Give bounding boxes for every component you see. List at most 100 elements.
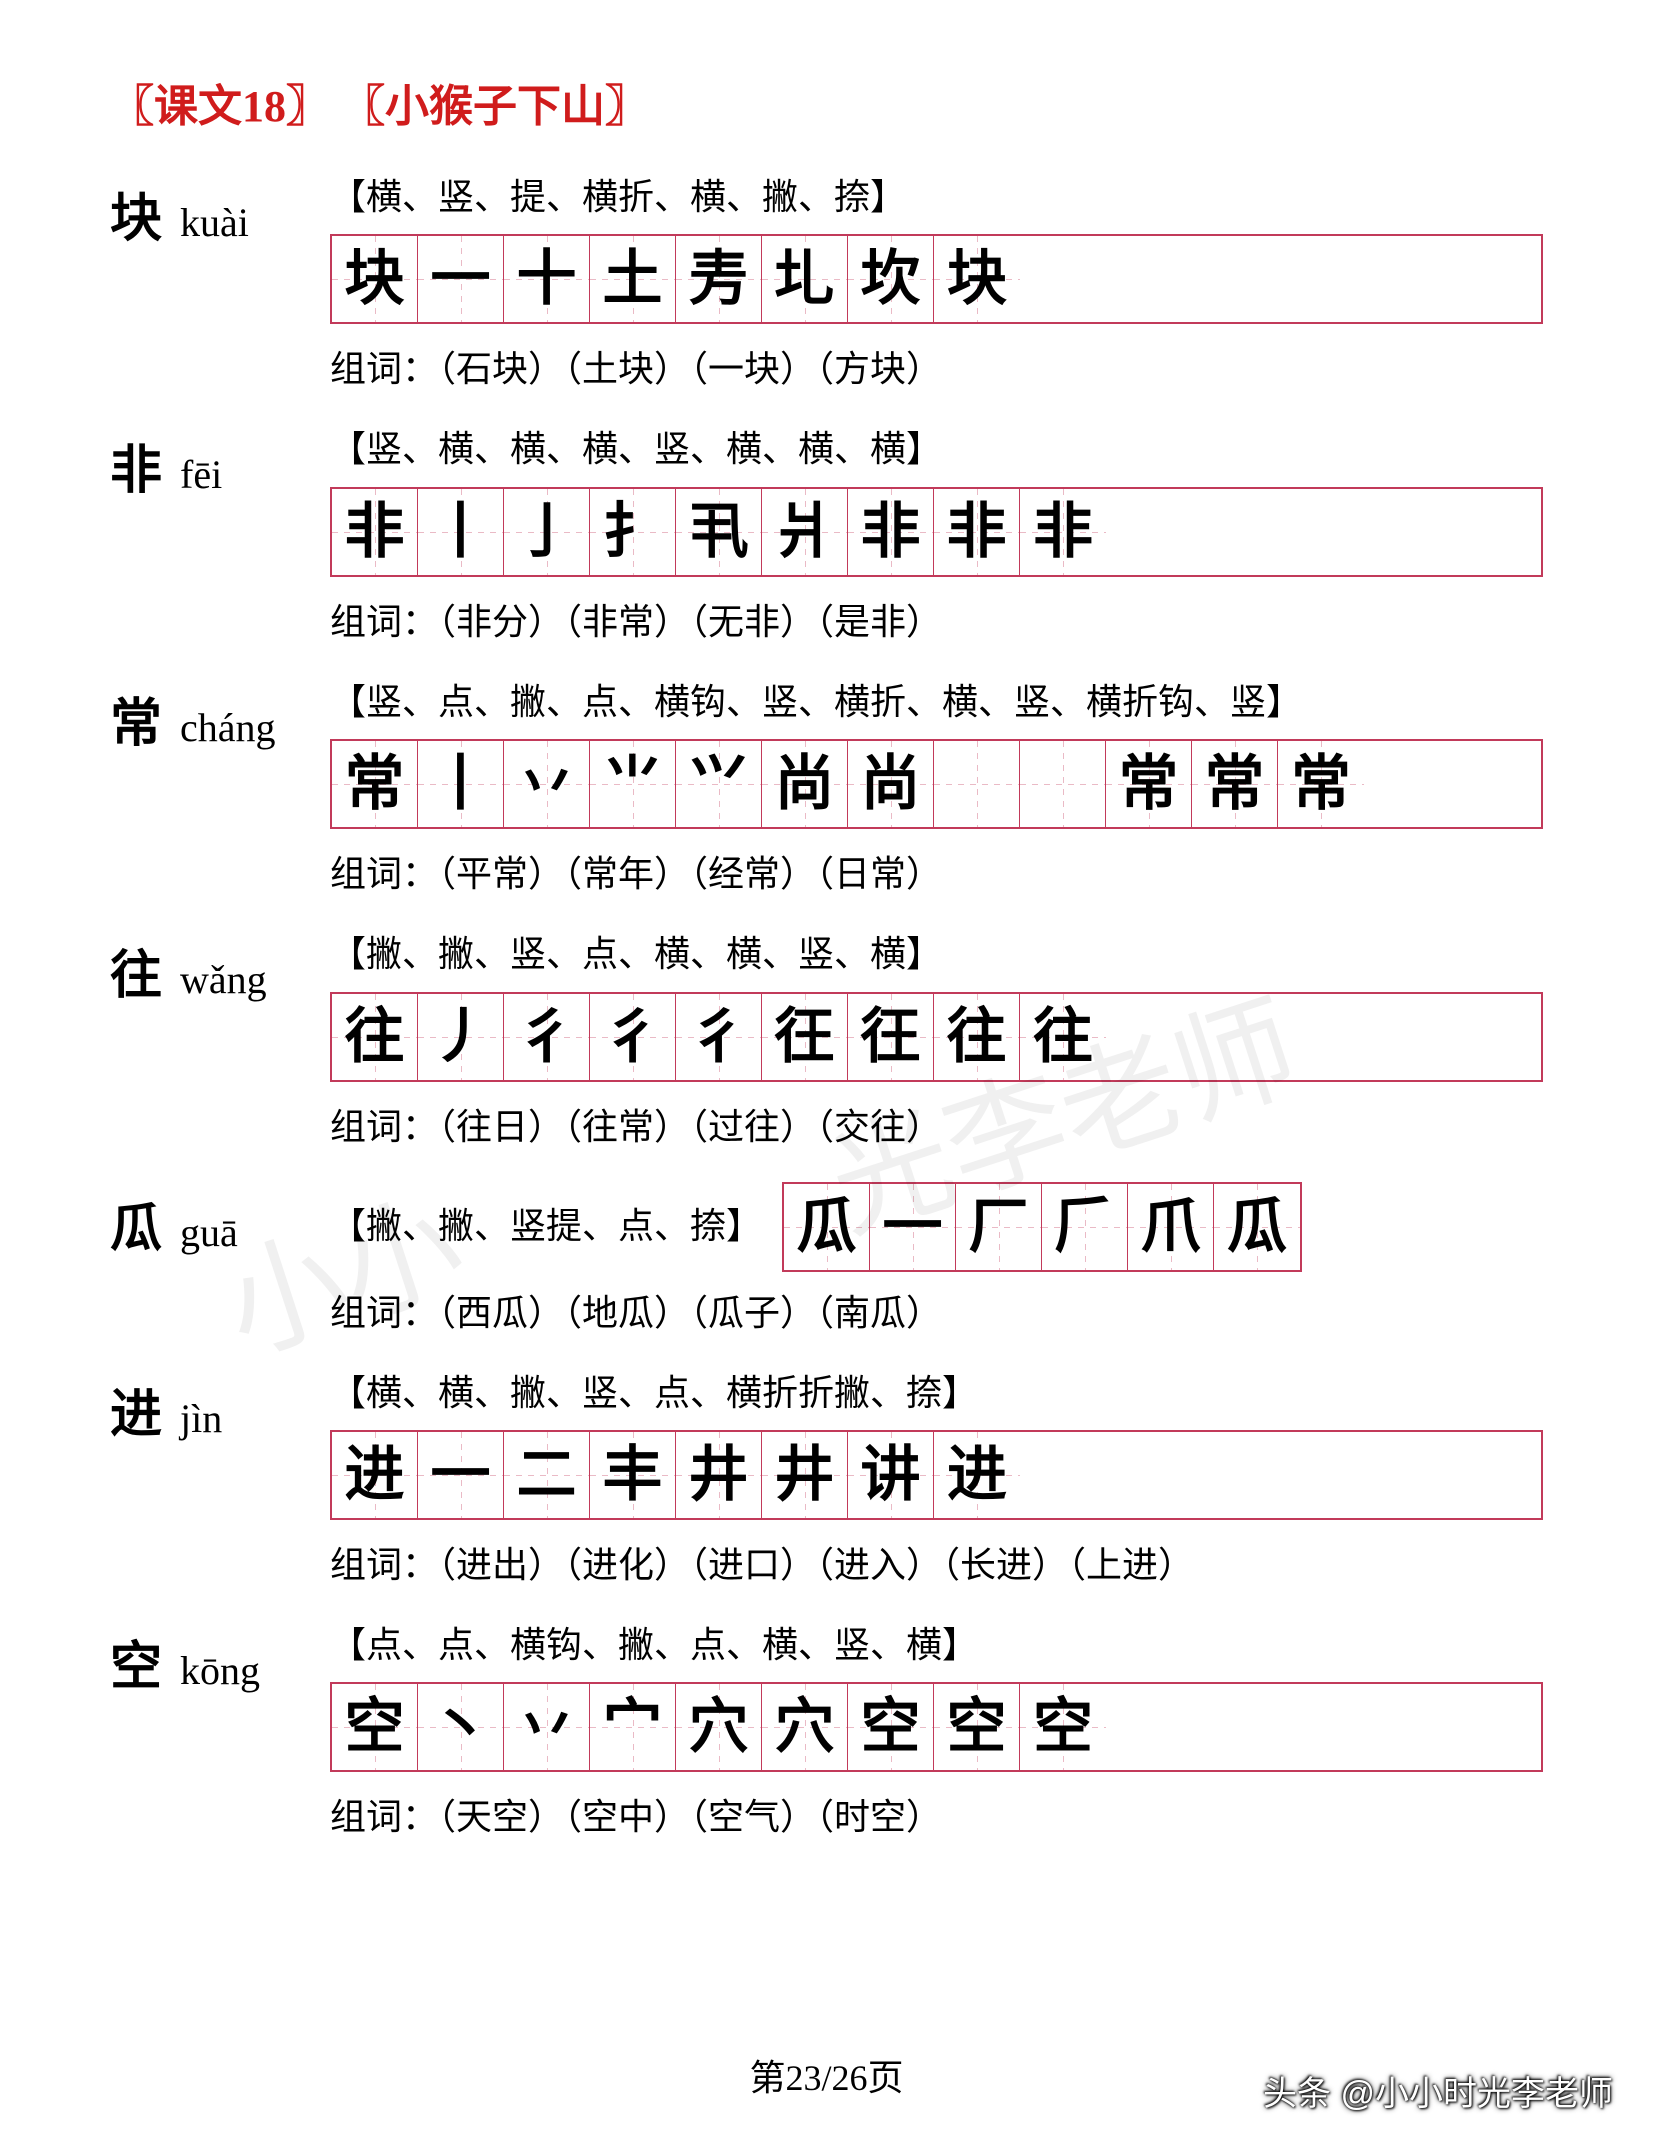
- grid-cell: 彳: [504, 994, 590, 1080]
- zuci-label: 组词：: [330, 854, 438, 894]
- grid-cell: 穴: [762, 1684, 848, 1770]
- grid-cell: 非: [934, 489, 1020, 575]
- stroke-glyph: 井: [775, 1445, 835, 1505]
- pinyin: fēi: [180, 451, 222, 498]
- grid-cell: 彺: [848, 994, 934, 1080]
- stroke-glyph: 空: [861, 1697, 921, 1757]
- grid-cell: 往: [332, 994, 418, 1080]
- detail-column: 【撇、撇、竖、点、横、横、竖、横】往丿彳彳彳彺彺往往组词：（往日）（往常）（过往…: [330, 929, 1543, 1153]
- stroke-glyph: 丮: [689, 502, 749, 562]
- grid-cell: 十: [504, 236, 590, 322]
- lesson-number: 〖课文18〗: [110, 82, 330, 131]
- strokes-row: 【撇、撇、竖提、点、捺】瓜一厂𠂆爪瓜: [330, 1182, 1543, 1272]
- grid-cell: 一: [870, 1184, 956, 1270]
- stroke-glyph: 往: [345, 1007, 405, 1067]
- stroke-glyph: 瓜: [797, 1197, 857, 1257]
- grid-cell: 非: [1020, 489, 1106, 575]
- stroke-glyph: 扌: [603, 502, 663, 562]
- stroke-names: 【撇、撇、竖、点、横、横、竖、横】: [330, 929, 1543, 979]
- hanzi: 常: [110, 681, 162, 756]
- entries-container: 块kuài【横、竖、提、横折、横、撇、捺】块一十土𫠤圠坎块组词：（石块）（土块）…: [110, 172, 1543, 1844]
- stroke-glyph: 穴: [775, 1697, 835, 1757]
- stroke-glyph: 非: [1033, 502, 1093, 562]
- zuci-label: 组词：: [330, 1545, 438, 1585]
- zuci-text: （进出）（进化）（进口）（进入）（长进）（上进）: [438, 1545, 1194, 1585]
- grid-cell: 空: [1020, 1684, 1106, 1770]
- grid-cell: 常: [1192, 741, 1278, 827]
- pinyin: wǎng: [180, 956, 267, 1003]
- word-combinations: 组词：（往日）（往常）（过往）（交往）: [330, 1100, 1543, 1154]
- grid-cell: 块: [332, 236, 418, 322]
- pinyin: cháng: [180, 704, 276, 751]
- word-combinations: 组词：（天空）（空中）（空气）（时空）: [330, 1790, 1543, 1844]
- pinyin: guā: [180, 1209, 238, 1256]
- stroke-glyph: 坎: [861, 249, 921, 309]
- stroke-glyph: 一: [883, 1197, 943, 1257]
- character-header: 往wǎng: [110, 929, 330, 1008]
- grid-cell: 往: [1020, 994, 1106, 1080]
- stroke-glyph: 丰: [603, 1445, 663, 1505]
- grid-cell: 进: [332, 1432, 418, 1518]
- hanzi: 空: [110, 1624, 162, 1699]
- stroke-grid: 瓜一厂𠂆爪瓜: [782, 1182, 1302, 1272]
- grid-cell: 坎: [848, 236, 934, 322]
- stroke-glyph: 丿: [431, 1007, 491, 1067]
- grid-cell: 井: [676, 1432, 762, 1518]
- stroke-glyph: 常: [1291, 754, 1351, 814]
- grid-cell: 彺: [762, 994, 848, 1080]
- stroke-glyph: 丷: [517, 1697, 577, 1757]
- footer-credit: 头条 @小小时光李老师: [1263, 2066, 1613, 2115]
- grid-cell: 土: [590, 236, 676, 322]
- grid-cell: 丿: [418, 994, 504, 1080]
- grid-cell: 一: [418, 236, 504, 322]
- detail-column: 【横、横、撇、竖、点、横折折撇、捺】进一二丰井井讲进组词：（进出）（进化）（进口…: [330, 1368, 1543, 1592]
- stroke-glyph: 块: [947, 249, 1007, 309]
- stroke-glyph: 𠂆: [1055, 1197, 1115, 1257]
- stroke-glyph: 土: [603, 249, 663, 309]
- stroke-glyph: 宀: [603, 1697, 663, 1757]
- character-entry: 瓜 guā 【撇、撇、竖提、点、捺】瓜一厂𠂆爪瓜组词：（西瓜）（地瓜）（瓜子）（南瓜…: [110, 1182, 1543, 1340]
- stroke-glyph: 彳: [689, 1007, 749, 1067]
- detail-column: 【竖、横、横、横、竖、横、横、横】非丨亅扌丮爿非非非组词：（非分）（非常）（无非…: [330, 424, 1543, 648]
- grid-cell: 尚: [848, 741, 934, 827]
- character-entry: 空kōng【点、点、横钩、撇、点、横、竖、横】空丶丷宀穴穴空空空组词：（天空）（…: [110, 1620, 1543, 1844]
- stroke-glyph: 亅: [517, 502, 577, 562]
- zuci-text: （平常）（常年）（经常）（日常）: [438, 854, 942, 894]
- grid-cell: 彳: [676, 994, 762, 1080]
- stroke-glyph: 非: [861, 502, 921, 562]
- grid-cell: 彳: [590, 994, 676, 1080]
- stroke-glyph: 爿: [775, 502, 835, 562]
- grid-cell: 厂: [956, 1184, 1042, 1270]
- grid-cell: 常: [1278, 741, 1364, 827]
- stroke-names: 【撇、撇、竖提、点、捺】: [330, 1201, 762, 1251]
- grid-cell: 块: [934, 236, 1020, 322]
- grid-cell: 宀: [590, 1684, 676, 1770]
- stroke-glyph: 厂: [969, 1197, 1029, 1257]
- stroke-grid: 常丨丷⺌⺍尚尚𫩠𫩠常常常: [330, 739, 1543, 829]
- grid-cell: 瓜: [1214, 1184, 1300, 1270]
- stroke-grid: 往丿彳彳彳彺彺往往: [330, 992, 1543, 1082]
- grid-cell: 亅: [504, 489, 590, 575]
- character-header: 空kōng: [110, 1620, 330, 1699]
- stroke-glyph: 空: [947, 1697, 1007, 1757]
- stroke-glyph: 空: [1033, 1697, 1093, 1757]
- stroke-glyph: 一: [431, 1445, 491, 1505]
- word-combinations: 组词：（西瓜）（地瓜）（瓜子）（南瓜）: [330, 1286, 1543, 1340]
- grid-cell: 扌: [590, 489, 676, 575]
- character-header: 常 cháng: [110, 677, 330, 756]
- stroke-glyph: 空: [345, 1697, 405, 1757]
- character-entry: 往wǎng【撇、撇、竖、点、横、横、竖、横】往丿彳彳彳彺彺往往组词：（往日）（往…: [110, 929, 1543, 1153]
- stroke-glyph: 二: [517, 1445, 577, 1505]
- stroke-glyph: 往: [947, 1007, 1007, 1067]
- grid-cell: 常: [332, 741, 418, 827]
- stroke-grid: 块一十土𫠤圠坎块: [330, 234, 1543, 324]
- zuci-text: （石块）（土块）（一块）（方块）: [438, 349, 942, 389]
- grid-cell: 非: [332, 489, 418, 575]
- word-combinations: 组词：（平常）（常年）（经常）（日常）: [330, 847, 1543, 901]
- stroke-glyph: 常: [1119, 754, 1179, 814]
- grid-cell: 空: [848, 1684, 934, 1770]
- stroke-glyph: 彳: [603, 1007, 663, 1067]
- stroke-glyph: 穴: [689, 1697, 749, 1757]
- grid-cell: 二: [504, 1432, 590, 1518]
- hanzi: 块: [110, 176, 162, 251]
